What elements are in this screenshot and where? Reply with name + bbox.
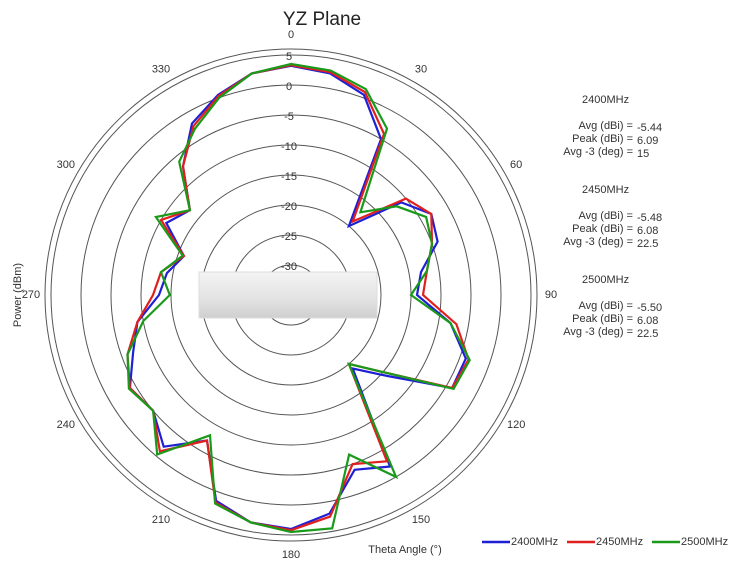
- theta-tick-label: 300: [57, 159, 75, 171]
- legend-label: 2400MHz: [511, 536, 558, 548]
- stats-band: 2450MHz: [582, 184, 629, 196]
- stats-value: -5.50: [637, 302, 662, 314]
- r-tick-label: 0: [286, 81, 292, 93]
- x-axis-label: Theta Angle (°): [368, 544, 442, 556]
- stats-value: 22.5: [637, 238, 658, 250]
- theta-tick-label: 0: [288, 29, 294, 41]
- r-tick-label: -25: [281, 231, 297, 243]
- theta-tick-label: 270: [22, 289, 40, 301]
- stats-label: Avg -3 (deg) =: [563, 326, 633, 338]
- theta-tick-label: 210: [152, 514, 170, 526]
- stats-label: Peak (dBi) =: [572, 133, 633, 145]
- stats-value: 6.08: [637, 315, 658, 327]
- legend-label: 2500MHz: [681, 536, 728, 548]
- stats-label: Avg (dBi) =: [578, 210, 633, 222]
- stats-label: Avg (dBi) =: [578, 300, 633, 312]
- theta-tick-label: 90: [545, 289, 557, 301]
- r-tick-label: -30: [281, 261, 297, 273]
- chart-title: YZ Plane: [283, 9, 361, 30]
- theta-tick-label: 150: [412, 514, 430, 526]
- chart: YZ Plane Power (dBm) Theta Angle (°) 50-…: [0, 0, 730, 562]
- stats-value: -5.48: [637, 212, 662, 224]
- r-tick-label: 5: [286, 51, 292, 63]
- theta-tick-label: 30: [415, 64, 427, 76]
- stats-label: Avg -3 (deg) =: [563, 236, 633, 248]
- theta-tick-label: 120: [507, 419, 525, 431]
- legend-label: 2450MHz: [596, 536, 643, 548]
- r-tick-label: -10: [281, 141, 297, 153]
- r-tick-label: -15: [281, 171, 297, 183]
- stats-value: 6.09: [637, 135, 658, 147]
- theta-tick-label: 180: [282, 549, 300, 561]
- r-tick-label: -20: [281, 201, 297, 213]
- stats-band: 2500MHz: [582, 274, 629, 286]
- theta-tick-label: 60: [510, 159, 522, 171]
- theta-tick-label: 240: [57, 419, 75, 431]
- stats-label: Peak (dBi) =: [572, 223, 633, 235]
- stats-band: 2400MHz: [582, 94, 629, 106]
- r-tick-label: -5: [284, 111, 294, 123]
- stats-value: 6.08: [637, 225, 658, 237]
- stats-label: Peak (dBi) =: [572, 313, 633, 325]
- stats-value: 22.5: [637, 328, 658, 340]
- stats-value: 15: [637, 148, 649, 160]
- stats-label: Avg (dBi) =: [578, 120, 633, 132]
- stats-label: Avg -3 (deg) =: [563, 146, 633, 158]
- stats-value: -5.44: [637, 122, 662, 134]
- theta-tick-label: 330: [152, 64, 170, 76]
- device-image: [199, 272, 377, 318]
